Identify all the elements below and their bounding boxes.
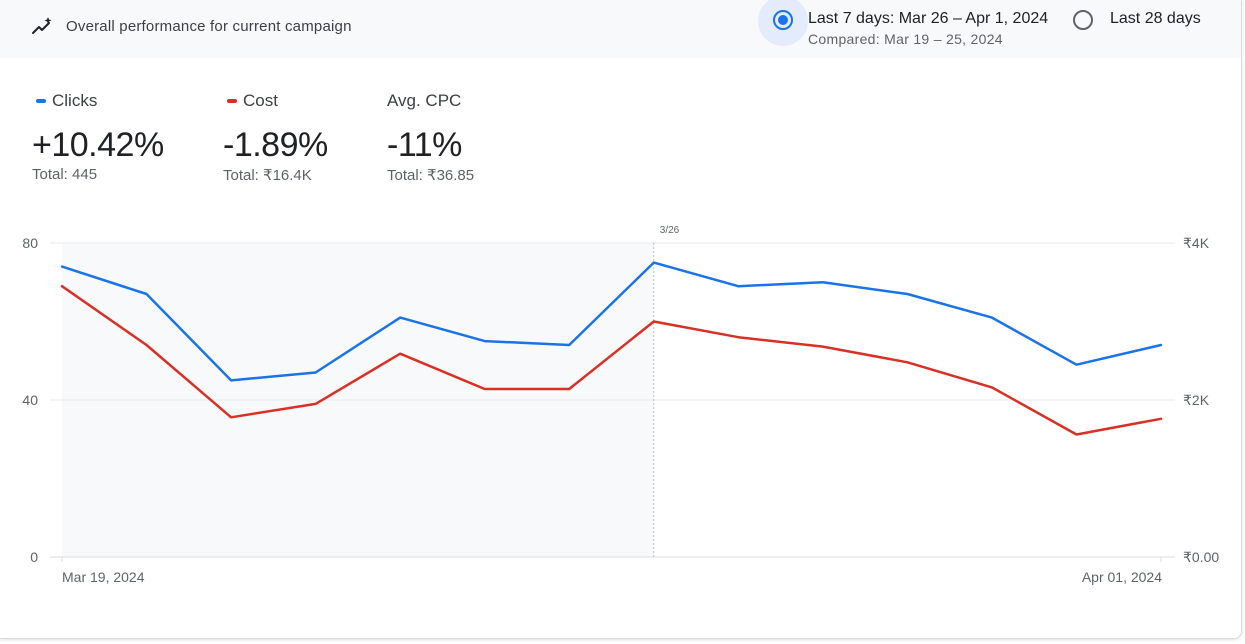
y-right-tick-label: ₹2K [1183, 392, 1210, 408]
metric-cost-name: Cost [243, 91, 278, 110]
cost-legend-dot [227, 99, 237, 103]
card-title: Overall performance for current campaign [66, 18, 352, 35]
y-left-tick-label: 80 [22, 235, 38, 251]
x-tick-label-first: Mar 19, 2024 [62, 569, 145, 585]
y-left-tick-label: 0 [30, 549, 38, 565]
radio-last-7-days[interactable] [773, 10, 793, 30]
radio-label-last-28-days[interactable]: Last 28 days [1110, 10, 1201, 27]
metric-clicks-total: Total: 445 [32, 166, 98, 183]
metric-clicks-value: +10.42% [32, 126, 164, 164]
metric-cost[interactable]: Cost -1.89% Total: ₹16.4K [223, 90, 328, 184]
radio-label-last-7-days[interactable]: Last 7 days: Mar 26 – Apr 1, 2024 [808, 10, 1049, 27]
metric-avg-cpc[interactable]: Avg. CPC -11% Total: ₹36.85 [387, 90, 474, 184]
metric-clicks-name: Clicks [52, 91, 98, 110]
series-line-clicks [60, 261, 1163, 382]
series-line-cost [60, 284, 1163, 436]
clicks-legend-dot [36, 99, 46, 103]
y-right-tick-label: ₹0.00 [1183, 549, 1219, 565]
y-right-tick-label: ₹4K [1183, 235, 1210, 251]
metric-cost-value: -1.89% [223, 126, 328, 164]
metric-avg-cpc-total: Total: ₹36.85 [387, 167, 475, 184]
metric-cost-total: Total: ₹16.4K [223, 167, 312, 184]
trend-sparkle-icon [32, 17, 52, 34]
metric-avg-cpc-value: -11% [387, 126, 462, 164]
card-header: Overall performance for current campaign… [0, 0, 1241, 58]
radio-sublabel-compared: Compared: Mar 19 – 25, 2024 [808, 31, 1003, 47]
x-tick-label-last: Apr 01, 2024 [1082, 569, 1162, 585]
y-left-tick-label: 40 [22, 392, 38, 408]
metric-clicks[interactable]: Clicks +10.42% Total: 445 [32, 90, 164, 183]
date-marker-label: 3/26 [660, 225, 680, 236]
radio-last-28-days[interactable] [1073, 10, 1093, 30]
metric-avg-cpc-name: Avg. CPC [387, 91, 462, 110]
